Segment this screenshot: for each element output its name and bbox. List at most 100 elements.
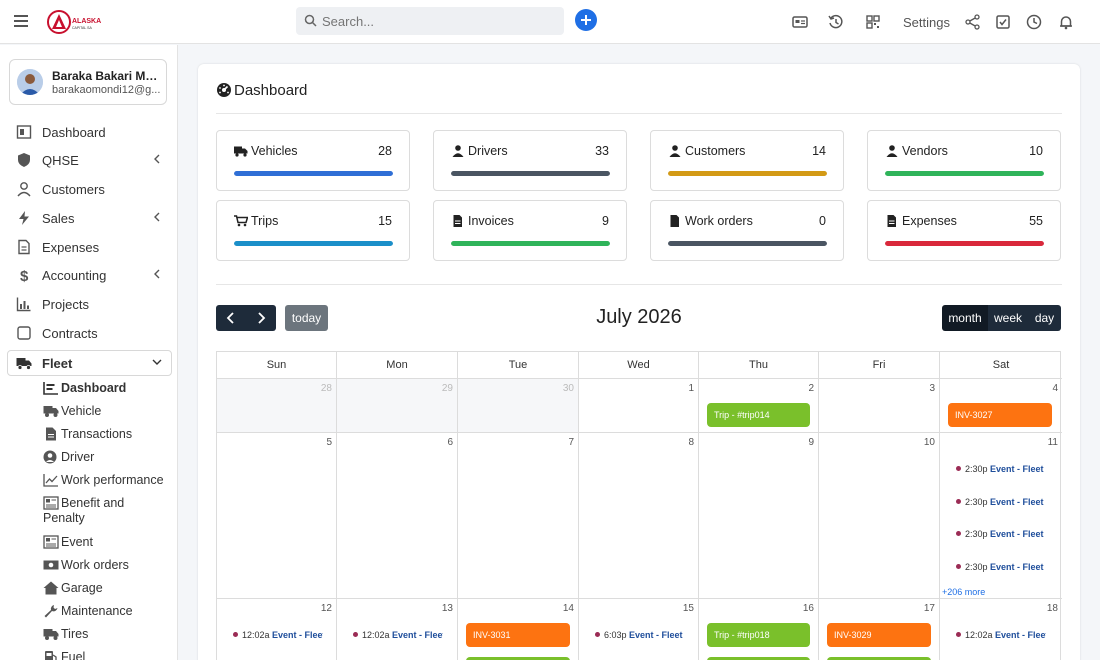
sidebar-item-qhse[interactable]: QHSE: [16, 150, 166, 170]
calendar-event[interactable]: 6:03p Event - Fleet: [595, 630, 685, 640]
calendar-event[interactable]: INV-3029: [827, 623, 931, 647]
day-number: 17: [923, 603, 935, 614]
stat-card-vehicles[interactable]: Vehicles 28: [216, 130, 410, 191]
truck-icon: [16, 358, 32, 370]
calendar-event[interactable]: 2:30p Event - Fleet: [956, 529, 1046, 539]
calendar-day-cell[interactable]: 10: [819, 433, 940, 599]
checkbox-icon[interactable]: [994, 13, 1012, 31]
calendar-event[interactable]: INV-3031: [466, 623, 570, 647]
stat-value: 15: [378, 214, 392, 228]
stat-card-expenses[interactable]: Expenses 55: [867, 200, 1061, 261]
calendar-event[interactable]: 12:02a Event - Fleet: [353, 630, 443, 640]
calendar-day-cell[interactable]: 15 6:03p Event - Fleet: [579, 599, 699, 660]
more-events-link[interactable]: +206 more: [942, 587, 986, 597]
calendar-event[interactable]: 12:02a Event - Fleet: [233, 630, 323, 640]
sidebar-item-fleet[interactable]: Fleet: [16, 353, 166, 373]
event-dot: [956, 466, 961, 471]
calendar-day-cell[interactable]: 9: [699, 433, 819, 599]
calendar-event[interactable]: [466, 657, 570, 660]
stat-card-vendors[interactable]: Vendors 10: [867, 130, 1061, 191]
day-number: 7: [568, 437, 574, 448]
calendar-day-cell[interactable]: 16 Trip - #trip018: [699, 599, 819, 660]
calendar-day-cell[interactable]: 18 12:02a Event - Fleet: [940, 599, 1062, 660]
sidebar-item-accounting[interactable]: $ Accounting: [16, 265, 166, 285]
calendar-event[interactable]: INV-3027: [948, 403, 1052, 427]
calendar-day-cell[interactable]: 29: [337, 379, 458, 433]
calendar-view-week[interactable]: week: [988, 305, 1028, 331]
bell-icon[interactable]: [1057, 13, 1075, 31]
calendar-event[interactable]: Trip - #trip018: [707, 623, 810, 647]
calendar-event[interactable]: [827, 657, 931, 660]
search-icon: [304, 14, 317, 27]
sidebar-item-projects[interactable]: Projects: [16, 294, 166, 314]
sidebar-item-contracts[interactable]: Contracts: [16, 323, 166, 343]
calendar-day-cell[interactable]: 5: [217, 433, 337, 599]
calendar-day-cell[interactable]: 6: [337, 433, 458, 599]
qrcode-icon[interactable]: [864, 13, 882, 31]
calendar-day-cell[interactable]: 28: [217, 379, 337, 433]
avatar: [17, 69, 43, 95]
clock-icon[interactable]: [1025, 13, 1043, 31]
chevron-left-icon: [226, 312, 234, 324]
calendar-day-cell[interactable]: 11 2:30p Event - Fleet 2:30p Event - Fle…: [940, 433, 1062, 599]
calendar-day-cell[interactable]: 1: [579, 379, 699, 433]
calendar-day-cell[interactable]: 7: [458, 433, 579, 599]
svg-text:CAPITAL SA: CAPITAL SA: [72, 26, 93, 30]
calendar-view-day[interactable]: day: [1028, 305, 1061, 331]
day-number: 28: [320, 383, 332, 394]
calendar-day-cell[interactable]: 8: [579, 433, 699, 599]
menu-icon[interactable]: [14, 15, 28, 27]
stat-card-trips[interactable]: Trips 15: [216, 200, 410, 261]
dollar-icon: $: [20, 268, 29, 283]
calendar-day-cell[interactable]: 14 INV-3031: [458, 599, 579, 660]
stat-card-customers[interactable]: Customers 14: [650, 130, 844, 191]
event-dot: [956, 531, 961, 536]
calendar-day-cell[interactable]: 30: [458, 379, 579, 433]
calendar-day-cell[interactable]: 12 12:02a Event - Fleet: [217, 599, 337, 660]
add-button[interactable]: [575, 9, 597, 31]
day-number: 5: [326, 437, 332, 448]
calendar-event[interactable]: Trip - #trip014: [707, 403, 810, 427]
sidebar-item-sales[interactable]: Sales: [16, 208, 166, 228]
calendar-next-button[interactable]: [246, 305, 276, 331]
sidebar-item-expenses[interactable]: Expenses: [16, 237, 166, 257]
calendar-day-cell[interactable]: 13 12:02a Event - Fleet: [337, 599, 458, 660]
event-time: 12:02a: [965, 630, 993, 640]
sidebar-item-dashboard[interactable]: Dashboard: [16, 122, 166, 142]
calendar-event[interactable]: 2:30p Event - Fleet: [956, 464, 1046, 474]
calendar-today-button[interactable]: today: [285, 305, 328, 331]
calendar-prev-button[interactable]: [216, 305, 246, 331]
calendar-day-cell[interactable]: 17 INV-3029: [819, 599, 940, 660]
event-title: Event - Fleet: [272, 630, 323, 640]
user-tie-icon: [886, 145, 898, 157]
id-card-icon[interactable]: [791, 13, 809, 31]
history-icon[interactable]: [827, 13, 845, 31]
calendar-event[interactable]: 12:02a Event - Fleet: [956, 630, 1046, 640]
stat-value: 14: [812, 144, 826, 158]
shield-icon: [18, 153, 30, 167]
fleet-sub-benefit-penalty[interactable]: Benefit and Penalty: [43, 495, 173, 529]
event-title: Event - Fleet: [392, 630, 443, 640]
stat-card-work-orders[interactable]: Work orders 0: [650, 200, 844, 261]
calendar-event[interactable]: [707, 657, 810, 660]
day-number: 30: [562, 383, 574, 394]
company-logo[interactable]: ALASKA CAPITAL SA: [46, 9, 102, 35]
search-input[interactable]: [322, 11, 552, 31]
fleet-sub-label: Dashboard: [61, 381, 127, 395]
day-number: 29: [441, 383, 453, 394]
sidebar-item-customers[interactable]: Customers: [16, 179, 166, 199]
calendar-day-cell[interactable]: 2 Trip - #trip014: [699, 379, 819, 433]
calendar-day-cell[interactable]: 4 INV-3027: [940, 379, 1062, 433]
calendar-event[interactable]: 2:30p Event - Fleet: [956, 497, 1046, 507]
calendar-event[interactable]: 2:30p Event - Fleet: [956, 562, 1046, 572]
calendar-day-cell[interactable]: 3: [819, 379, 940, 433]
stat-card-invoices[interactable]: Invoices 9: [433, 200, 627, 261]
settings-link[interactable]: Settings: [903, 15, 950, 30]
calendar-day-header: Wed: [579, 352, 699, 379]
stat-card-drivers[interactable]: Drivers 33: [433, 130, 627, 191]
user-card[interactable]: Baraka Bakari Mkan... barakaomondi12@g..…: [9, 59, 167, 105]
file-icon: [670, 215, 679, 227]
calendar-view-month[interactable]: month: [942, 305, 988, 331]
share-icon[interactable]: [964, 13, 982, 31]
calendar-day-header: Mon: [337, 352, 458, 379]
